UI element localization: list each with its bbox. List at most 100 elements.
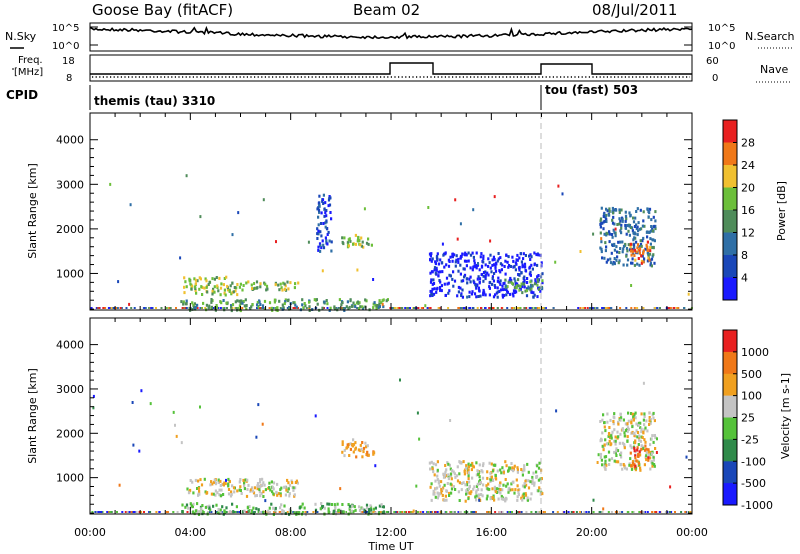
power-mark xyxy=(444,294,447,297)
freq-label-line1: Freq. xyxy=(18,55,43,66)
power-colorbar-tick: 24 xyxy=(741,159,755,172)
velocity-mark xyxy=(631,425,634,429)
power-mark xyxy=(237,211,240,215)
power-mark xyxy=(533,251,536,255)
power-mark xyxy=(613,262,616,266)
power-mark xyxy=(463,275,466,279)
velocity-mark xyxy=(204,505,207,509)
velocity-mark xyxy=(494,463,497,467)
power-mark xyxy=(668,307,671,309)
velocity-mark xyxy=(465,483,469,487)
power-mark xyxy=(632,243,636,247)
velocity-mark xyxy=(263,483,266,487)
velocity-mark xyxy=(604,438,607,442)
power-colorbar-swatch xyxy=(723,142,737,166)
power-mark xyxy=(144,307,147,309)
power-mark xyxy=(606,258,609,262)
power-mark xyxy=(584,307,586,309)
velocity-mark xyxy=(499,481,502,485)
velocity-mark xyxy=(284,493,287,497)
power-mark xyxy=(307,240,310,244)
power-mark xyxy=(367,242,370,246)
power-mark xyxy=(313,298,316,302)
velocity-mark xyxy=(639,426,642,430)
power-mark xyxy=(539,289,542,293)
velocity-mark xyxy=(649,456,652,460)
velocity-mark xyxy=(514,488,517,492)
velocity-mark xyxy=(283,485,286,489)
velocity-mark xyxy=(621,441,624,445)
velocity-mark xyxy=(485,497,488,501)
power-mark xyxy=(318,194,321,198)
velocity-mark xyxy=(196,502,199,506)
velocity-mark xyxy=(223,509,226,513)
velocity-mark xyxy=(499,488,502,491)
velocity-mark xyxy=(412,509,415,513)
power-mark xyxy=(648,207,652,211)
velocity-mark xyxy=(240,492,243,495)
power-mark xyxy=(640,244,643,248)
power-mark xyxy=(192,303,195,307)
power-mark xyxy=(613,222,616,226)
power-mark xyxy=(194,288,197,292)
velocity-mark xyxy=(508,511,511,513)
power-mark xyxy=(629,226,632,229)
velocity-mark xyxy=(92,394,95,398)
power-mark xyxy=(628,224,631,228)
velocity-mark xyxy=(365,503,369,507)
velocity-mark xyxy=(572,511,575,513)
velocity-mark xyxy=(314,414,317,418)
velocity-mark xyxy=(531,475,534,479)
velocity-mark xyxy=(138,449,141,453)
velocity-mark xyxy=(535,470,538,474)
velocity-mark xyxy=(639,453,642,457)
power-mark xyxy=(494,285,497,289)
power-colorbar-tick: 20 xyxy=(741,182,755,195)
velocity-mark xyxy=(630,464,633,468)
power-mark xyxy=(627,243,630,247)
power-mark xyxy=(499,256,502,260)
power-mark xyxy=(439,270,442,274)
velocity-ytick-label: 2000 xyxy=(56,427,84,440)
power-mark xyxy=(372,306,375,310)
velocity-mark xyxy=(210,511,213,513)
velocity-mark xyxy=(638,434,641,438)
velocity-mark xyxy=(165,511,168,513)
power-mark xyxy=(493,195,496,199)
velocity-mark xyxy=(341,440,344,444)
power-mark xyxy=(102,307,105,309)
power-mark xyxy=(461,295,464,299)
velocity-mark xyxy=(206,491,209,495)
power-mark xyxy=(198,276,201,280)
power-mark xyxy=(268,307,271,309)
velocity-mark xyxy=(443,498,446,502)
velocity-mark xyxy=(272,487,275,491)
power-mark xyxy=(494,261,497,265)
velocity-mark xyxy=(634,441,637,445)
velocity-mark xyxy=(526,462,529,466)
velocity-mark xyxy=(481,494,484,498)
power-mark xyxy=(109,182,112,186)
power-mark xyxy=(507,265,510,269)
velocity-mark xyxy=(632,511,635,513)
power-mark xyxy=(484,293,487,297)
velocity-mark xyxy=(428,461,431,465)
velocity-mark xyxy=(630,412,633,415)
power-mark xyxy=(345,305,348,309)
velocity-mark xyxy=(633,434,636,438)
velocity-mark xyxy=(478,498,481,502)
velocity-mark xyxy=(447,475,450,478)
power-mark xyxy=(241,301,244,305)
velocity-mark xyxy=(367,507,371,511)
velocity-mark xyxy=(219,479,222,483)
power-mark xyxy=(116,307,119,309)
power-mark xyxy=(194,282,197,286)
velocity-mark xyxy=(651,461,654,465)
power-mark xyxy=(635,223,638,227)
power-mark xyxy=(447,264,451,268)
velocity-mark xyxy=(244,478,247,482)
power-mark xyxy=(517,266,521,270)
velocity-mark xyxy=(362,446,366,450)
